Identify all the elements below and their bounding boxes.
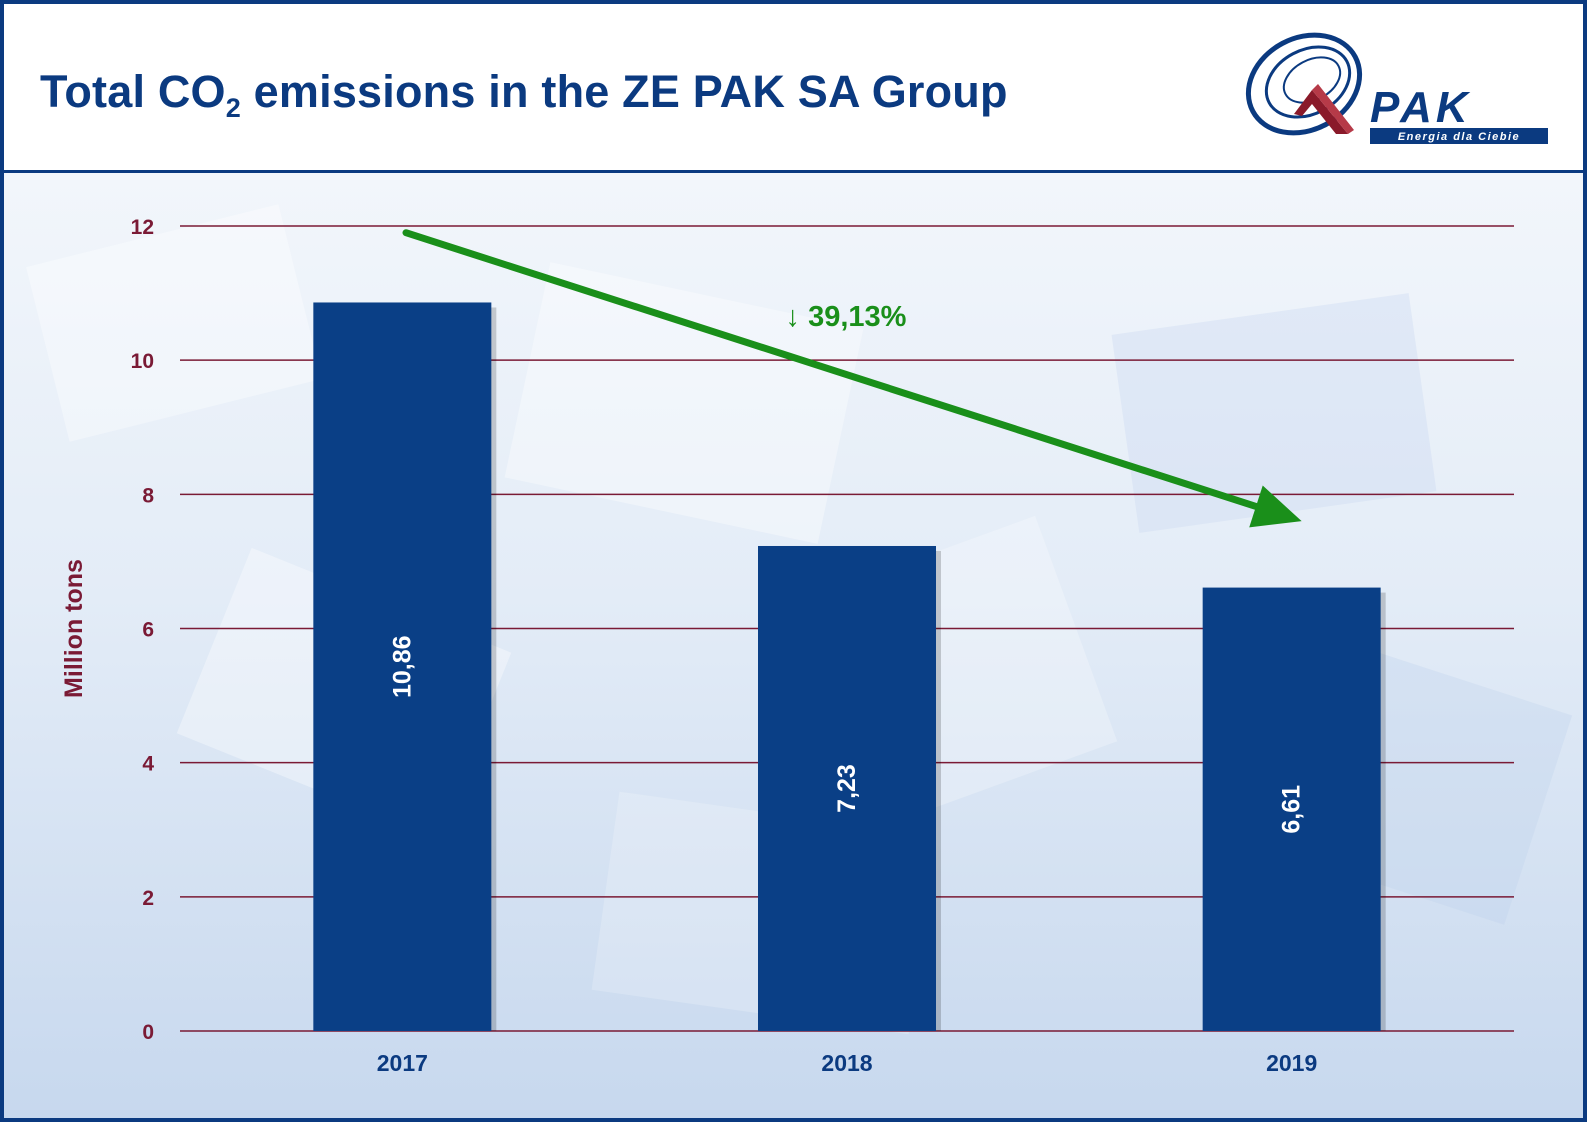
bar — [758, 545, 936, 1031]
y-tick-label: 6 — [142, 619, 154, 642]
slide-header: Total CO2 emissions in the ZE PAK SA Gro… — [4, 4, 1583, 173]
y-axis-label: Million tons — [60, 559, 88, 698]
logo-text: PAK — [1370, 83, 1472, 132]
bar-chart: 10,86 7,23 6,61 0 2 4 6 8 10 12 2017 2018 2019 Mil… — [60, 216, 1514, 1076]
page-title: Total CO2 emissions in the ZE PAK SA Gro… — [40, 66, 1008, 122]
bar-value-label: 6,61 — [1278, 785, 1306, 834]
trend-annotation: ↓ 39,13% — [786, 301, 907, 333]
pak-logo: PAK Energia dla Ciebie — [1245, 32, 1548, 144]
logo-tagline: Energia dla Ciebie — [1398, 131, 1520, 143]
y-tick-label: 2 — [142, 887, 154, 910]
y-tick-label: 0 — [142, 1021, 154, 1044]
x-tick-label: 2017 — [377, 1050, 428, 1076]
y-tick-label: 4 — [142, 753, 154, 776]
y-tick-label: 12 — [131, 216, 154, 239]
bar-value-label: 10,86 — [388, 635, 416, 698]
y-tick-label: 10 — [131, 350, 154, 373]
trend-arrow-head — [1249, 485, 1302, 528]
x-tick-label: 2018 — [821, 1050, 872, 1076]
trend-arrow-shaft — [402, 229, 1260, 510]
x-tick-label: 2019 — [1266, 1050, 1317, 1076]
bar — [313, 302, 492, 1032]
title-subscript: 2 — [225, 93, 241, 123]
header-divider — [4, 170, 1583, 173]
y-axis-ticks: 0 2 4 6 8 10 12 — [131, 216, 155, 1044]
x-axis-ticks: 2017 2018 2019 — [377, 1050, 1318, 1076]
bar-value-label: 7,23 — [833, 764, 861, 813]
trend-arrow — [402, 229, 1302, 528]
bar — [1202, 587, 1381, 1031]
title-suffix: emissions in the ZE PAK SA Group — [240, 66, 1008, 117]
bars: 10,86 7,23 6,61 — [313, 302, 1386, 1032]
y-tick-label: 8 — [142, 484, 154, 507]
title-prefix: Total CO — [40, 66, 226, 117]
